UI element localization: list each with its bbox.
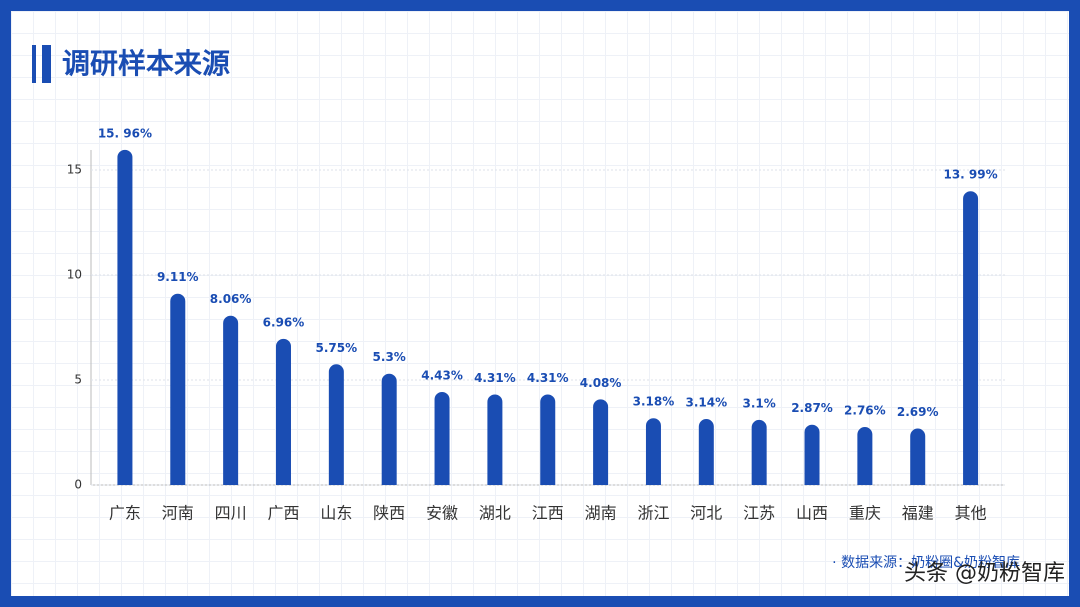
value-label: 3.1% bbox=[743, 396, 776, 410]
value-label: 6.96% bbox=[263, 315, 305, 329]
x-tick-label: 福建 bbox=[902, 504, 934, 523]
value-label: 4.43% bbox=[421, 368, 463, 382]
y-tick-label: 10 bbox=[67, 268, 82, 282]
value-label: 3.14% bbox=[685, 396, 727, 410]
value-label: 3.18% bbox=[633, 395, 675, 409]
source-note: · 数据来源：奶粉圈&奶粉智库 bbox=[832, 555, 1020, 571]
bar bbox=[857, 427, 873, 485]
y-tick-label: 15 bbox=[67, 163, 82, 177]
y-tick-label: 5 bbox=[74, 373, 82, 387]
bar bbox=[487, 394, 503, 485]
title-marker bbox=[32, 45, 36, 83]
bar bbox=[275, 338, 291, 485]
bar bbox=[910, 428, 926, 485]
value-label: 8.06% bbox=[210, 292, 252, 306]
value-label: 13. 99% bbox=[943, 168, 997, 182]
value-label: 2.76% bbox=[844, 404, 886, 418]
bar bbox=[963, 191, 979, 485]
x-tick-label: 湖北 bbox=[479, 504, 511, 523]
x-tick-label: 江苏 bbox=[743, 504, 775, 523]
value-label: 2.69% bbox=[897, 405, 939, 419]
value-label: 4.31% bbox=[474, 371, 516, 385]
x-tick-label: 陕西 bbox=[373, 504, 405, 523]
value-label: 5.75% bbox=[316, 341, 358, 355]
title-marker bbox=[42, 45, 51, 83]
bar bbox=[434, 391, 450, 485]
bar bbox=[328, 364, 344, 485]
bar bbox=[170, 293, 186, 485]
x-tick-label: 重庆 bbox=[849, 504, 881, 523]
x-tick-label: 安徽 bbox=[426, 504, 458, 523]
value-label: 4.08% bbox=[580, 376, 622, 390]
x-tick-label: 四川 bbox=[215, 504, 247, 523]
x-tick-label: 浙江 bbox=[637, 504, 669, 523]
bar bbox=[117, 149, 133, 485]
bar bbox=[698, 419, 714, 485]
bar bbox=[645, 418, 661, 485]
y-tick-label: 0 bbox=[74, 478, 82, 492]
value-label: 5.3% bbox=[373, 350, 406, 364]
x-tick-label: 河北 bbox=[690, 504, 722, 523]
x-tick-label: 江西 bbox=[532, 504, 564, 523]
bar bbox=[381, 373, 397, 485]
x-tick-label: 广东 bbox=[109, 504, 141, 523]
x-tick-label: 山西 bbox=[796, 504, 828, 523]
value-label: 2.87% bbox=[791, 401, 833, 415]
x-tick-label: 广西 bbox=[267, 504, 299, 523]
value-label: 15. 96% bbox=[98, 126, 152, 140]
bar bbox=[593, 399, 609, 485]
chart-title: 调研样本来源 bbox=[62, 47, 230, 80]
x-tick-label: 其他 bbox=[955, 504, 987, 523]
x-tick-label: 湖南 bbox=[585, 504, 617, 523]
bar bbox=[540, 394, 556, 485]
x-tick-label: 河南 bbox=[162, 504, 194, 523]
value-label: 9.11% bbox=[157, 270, 199, 284]
watermark: 头条 @奶粉智库 bbox=[904, 561, 1065, 586]
bar bbox=[751, 419, 767, 485]
bar bbox=[804, 424, 820, 485]
bar bbox=[223, 315, 239, 485]
value-label: 4.31% bbox=[527, 371, 569, 385]
x-tick-label: 山东 bbox=[320, 504, 352, 523]
